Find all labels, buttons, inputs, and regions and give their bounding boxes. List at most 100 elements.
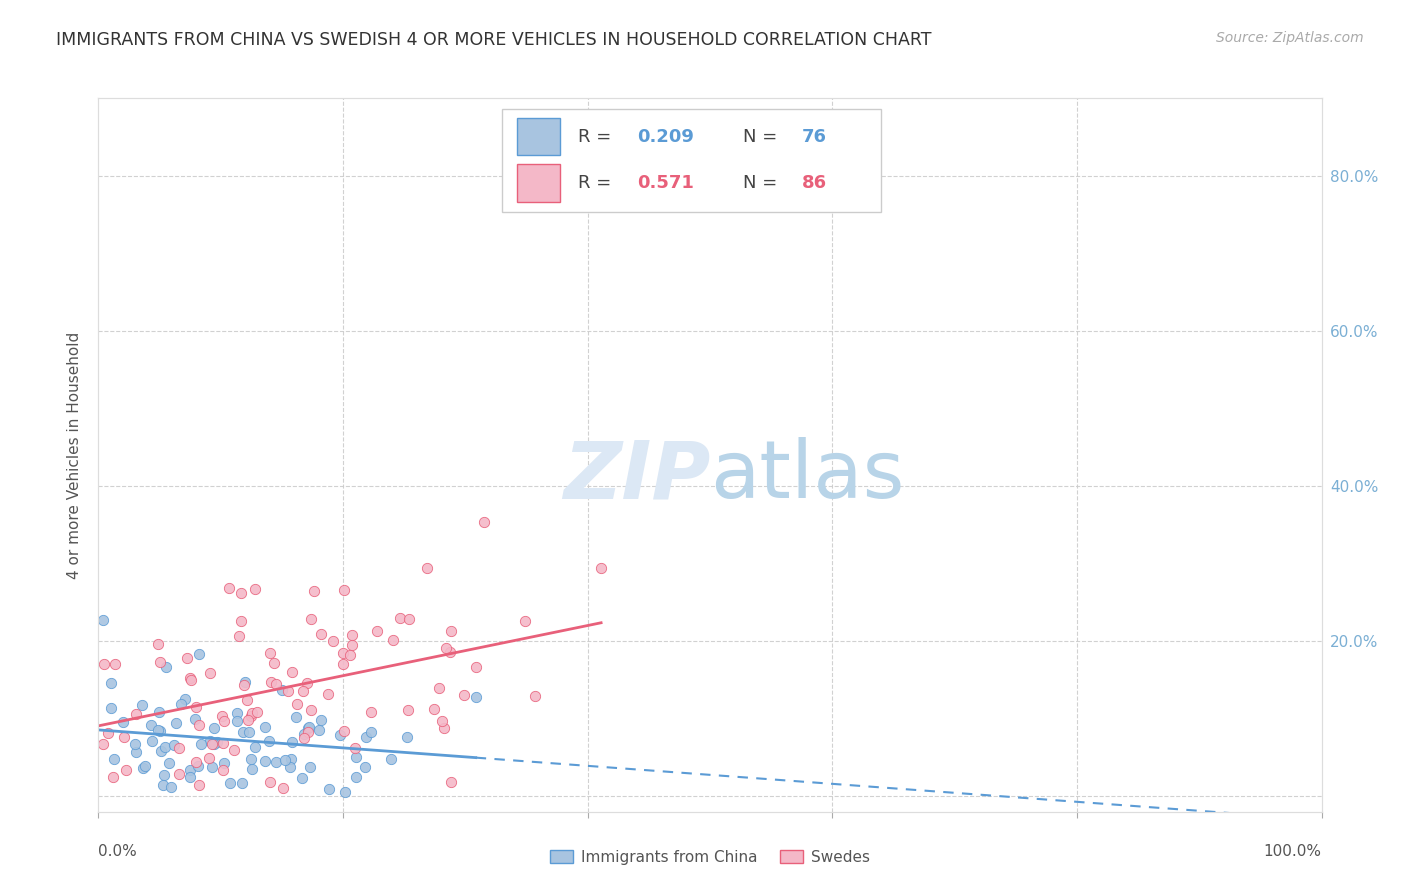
Point: [427, 681, 450, 696]
Text: N =: N =: [742, 128, 783, 145]
Point: [246, 705, 269, 719]
Point: [591, 560, 613, 574]
Point: [174, 692, 197, 706]
Point: [440, 774, 463, 789]
Point: [333, 785, 356, 799]
Point: [233, 674, 256, 689]
Point: [295, 676, 318, 690]
Point: [366, 624, 388, 638]
Point: [160, 780, 183, 795]
Point: [153, 768, 176, 782]
Point: [183, 712, 205, 726]
Point: [340, 638, 363, 652]
Point: [165, 715, 187, 730]
Point: [416, 561, 439, 575]
Point: [190, 737, 212, 751]
Point: [239, 709, 262, 723]
Point: [236, 693, 259, 707]
Point: [253, 755, 276, 769]
Point: [280, 734, 302, 748]
Point: [271, 682, 294, 697]
Point: [439, 644, 461, 658]
Bar: [502, 109, 882, 212]
Point: [201, 760, 224, 774]
Point: [260, 674, 283, 689]
Point: [146, 637, 169, 651]
Point: [97, 725, 120, 739]
Point: [229, 586, 252, 600]
Point: [115, 763, 138, 777]
Point: [93, 657, 115, 671]
Point: [184, 755, 207, 769]
Point: [205, 734, 228, 748]
Point: [278, 760, 301, 774]
Point: [395, 730, 418, 744]
Point: [134, 758, 156, 772]
Point: [170, 697, 193, 711]
Point: [299, 612, 322, 626]
Point: [339, 648, 361, 662]
Point: [264, 677, 287, 691]
Point: [257, 734, 280, 748]
Point: [212, 756, 235, 771]
Point: [104, 657, 127, 671]
Point: [398, 612, 420, 626]
Point: [329, 728, 352, 742]
Point: [344, 750, 367, 764]
Point: [243, 582, 266, 596]
Point: [309, 713, 332, 727]
Point: [274, 754, 297, 768]
Point: [354, 731, 377, 745]
Point: [271, 780, 294, 795]
Point: [298, 720, 321, 734]
Point: [150, 744, 173, 758]
Point: [243, 740, 266, 755]
Point: [309, 627, 332, 641]
Point: [219, 775, 242, 789]
Point: [333, 582, 356, 597]
Point: [238, 714, 260, 728]
Point: [202, 722, 225, 736]
Point: [111, 714, 134, 729]
Point: [100, 701, 122, 715]
Point: [423, 702, 446, 716]
Point: [188, 647, 211, 661]
Point: [188, 778, 211, 792]
Point: [211, 708, 233, 723]
Point: [188, 718, 211, 732]
Point: [179, 763, 201, 777]
Point: [184, 699, 207, 714]
Point: [218, 581, 240, 595]
Point: [179, 770, 201, 784]
Bar: [517, 118, 560, 155]
Point: [204, 737, 226, 751]
Text: R =: R =: [578, 128, 617, 145]
Point: [474, 515, 496, 529]
Point: [432, 714, 454, 728]
Point: [513, 615, 536, 629]
Point: [198, 733, 221, 747]
Point: [263, 656, 285, 670]
Point: [318, 782, 340, 797]
Point: [212, 763, 235, 777]
Point: [157, 756, 180, 771]
Point: [125, 745, 148, 759]
Point: [396, 703, 419, 717]
Point: [201, 737, 224, 751]
Point: [292, 684, 315, 698]
Point: [333, 724, 356, 739]
Point: [146, 723, 169, 737]
Point: [388, 611, 411, 625]
Point: [139, 718, 162, 732]
Point: [180, 673, 202, 688]
Y-axis label: 4 or more Vehicles in Household: 4 or more Vehicles in Household: [67, 331, 83, 579]
Point: [281, 665, 304, 679]
Point: [155, 660, 177, 674]
Point: [91, 614, 114, 628]
Point: [124, 737, 146, 751]
Bar: [517, 164, 560, 202]
Point: [332, 646, 354, 660]
Point: [91, 737, 114, 751]
Point: [259, 775, 281, 789]
Point: [169, 741, 191, 756]
